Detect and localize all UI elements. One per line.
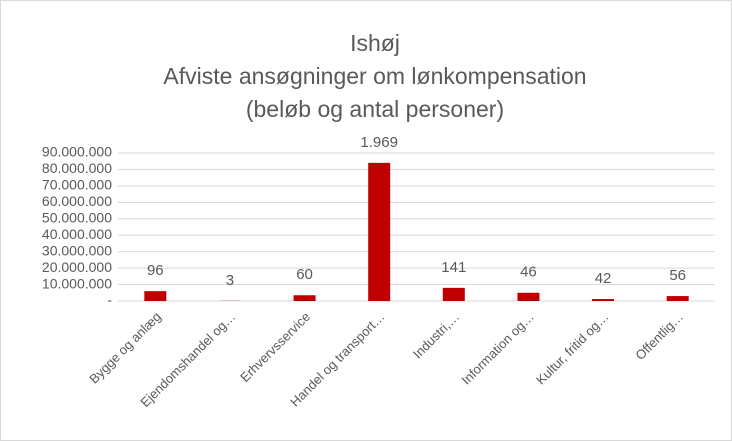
bar — [293, 295, 316, 301]
data-label: 1.969 — [360, 134, 398, 151]
data-label: 60 — [296, 266, 313, 283]
data-label: 46 — [520, 264, 537, 281]
y-tick-label: 90.000.000 — [42, 144, 112, 160]
bar — [144, 291, 167, 301]
y-tick-label: - — [107, 292, 112, 308]
y-tick-label: 10.000.000 — [42, 275, 112, 291]
bar — [442, 287, 465, 301]
y-tick-label: 70.000.000 — [42, 177, 112, 193]
bar — [368, 162, 391, 301]
data-label: 3 — [226, 272, 234, 289]
data-label: 96 — [147, 262, 164, 279]
y-tick-label: 40.000.000 — [42, 226, 112, 242]
bar — [592, 299, 615, 301]
y-tick-label: 60.000.000 — [42, 193, 112, 209]
y-tick-label: 80.000.000 — [42, 160, 112, 176]
bar — [517, 292, 540, 301]
chart-title: (beløb og antal personer) — [246, 96, 504, 122]
bar — [666, 296, 689, 301]
y-tick-label: 30.000.000 — [42, 242, 112, 258]
data-label: 56 — [669, 267, 686, 284]
data-label: 42 — [595, 270, 612, 287]
y-tick-label: 50.000.000 — [42, 209, 112, 225]
y-tick-label: 20.000.000 — [42, 259, 112, 275]
chart-title: Ishøj — [350, 30, 400, 56]
data-label: 141 — [441, 259, 466, 276]
chart-title: Afviste ansøgninger om lønkompensation — [163, 63, 586, 89]
